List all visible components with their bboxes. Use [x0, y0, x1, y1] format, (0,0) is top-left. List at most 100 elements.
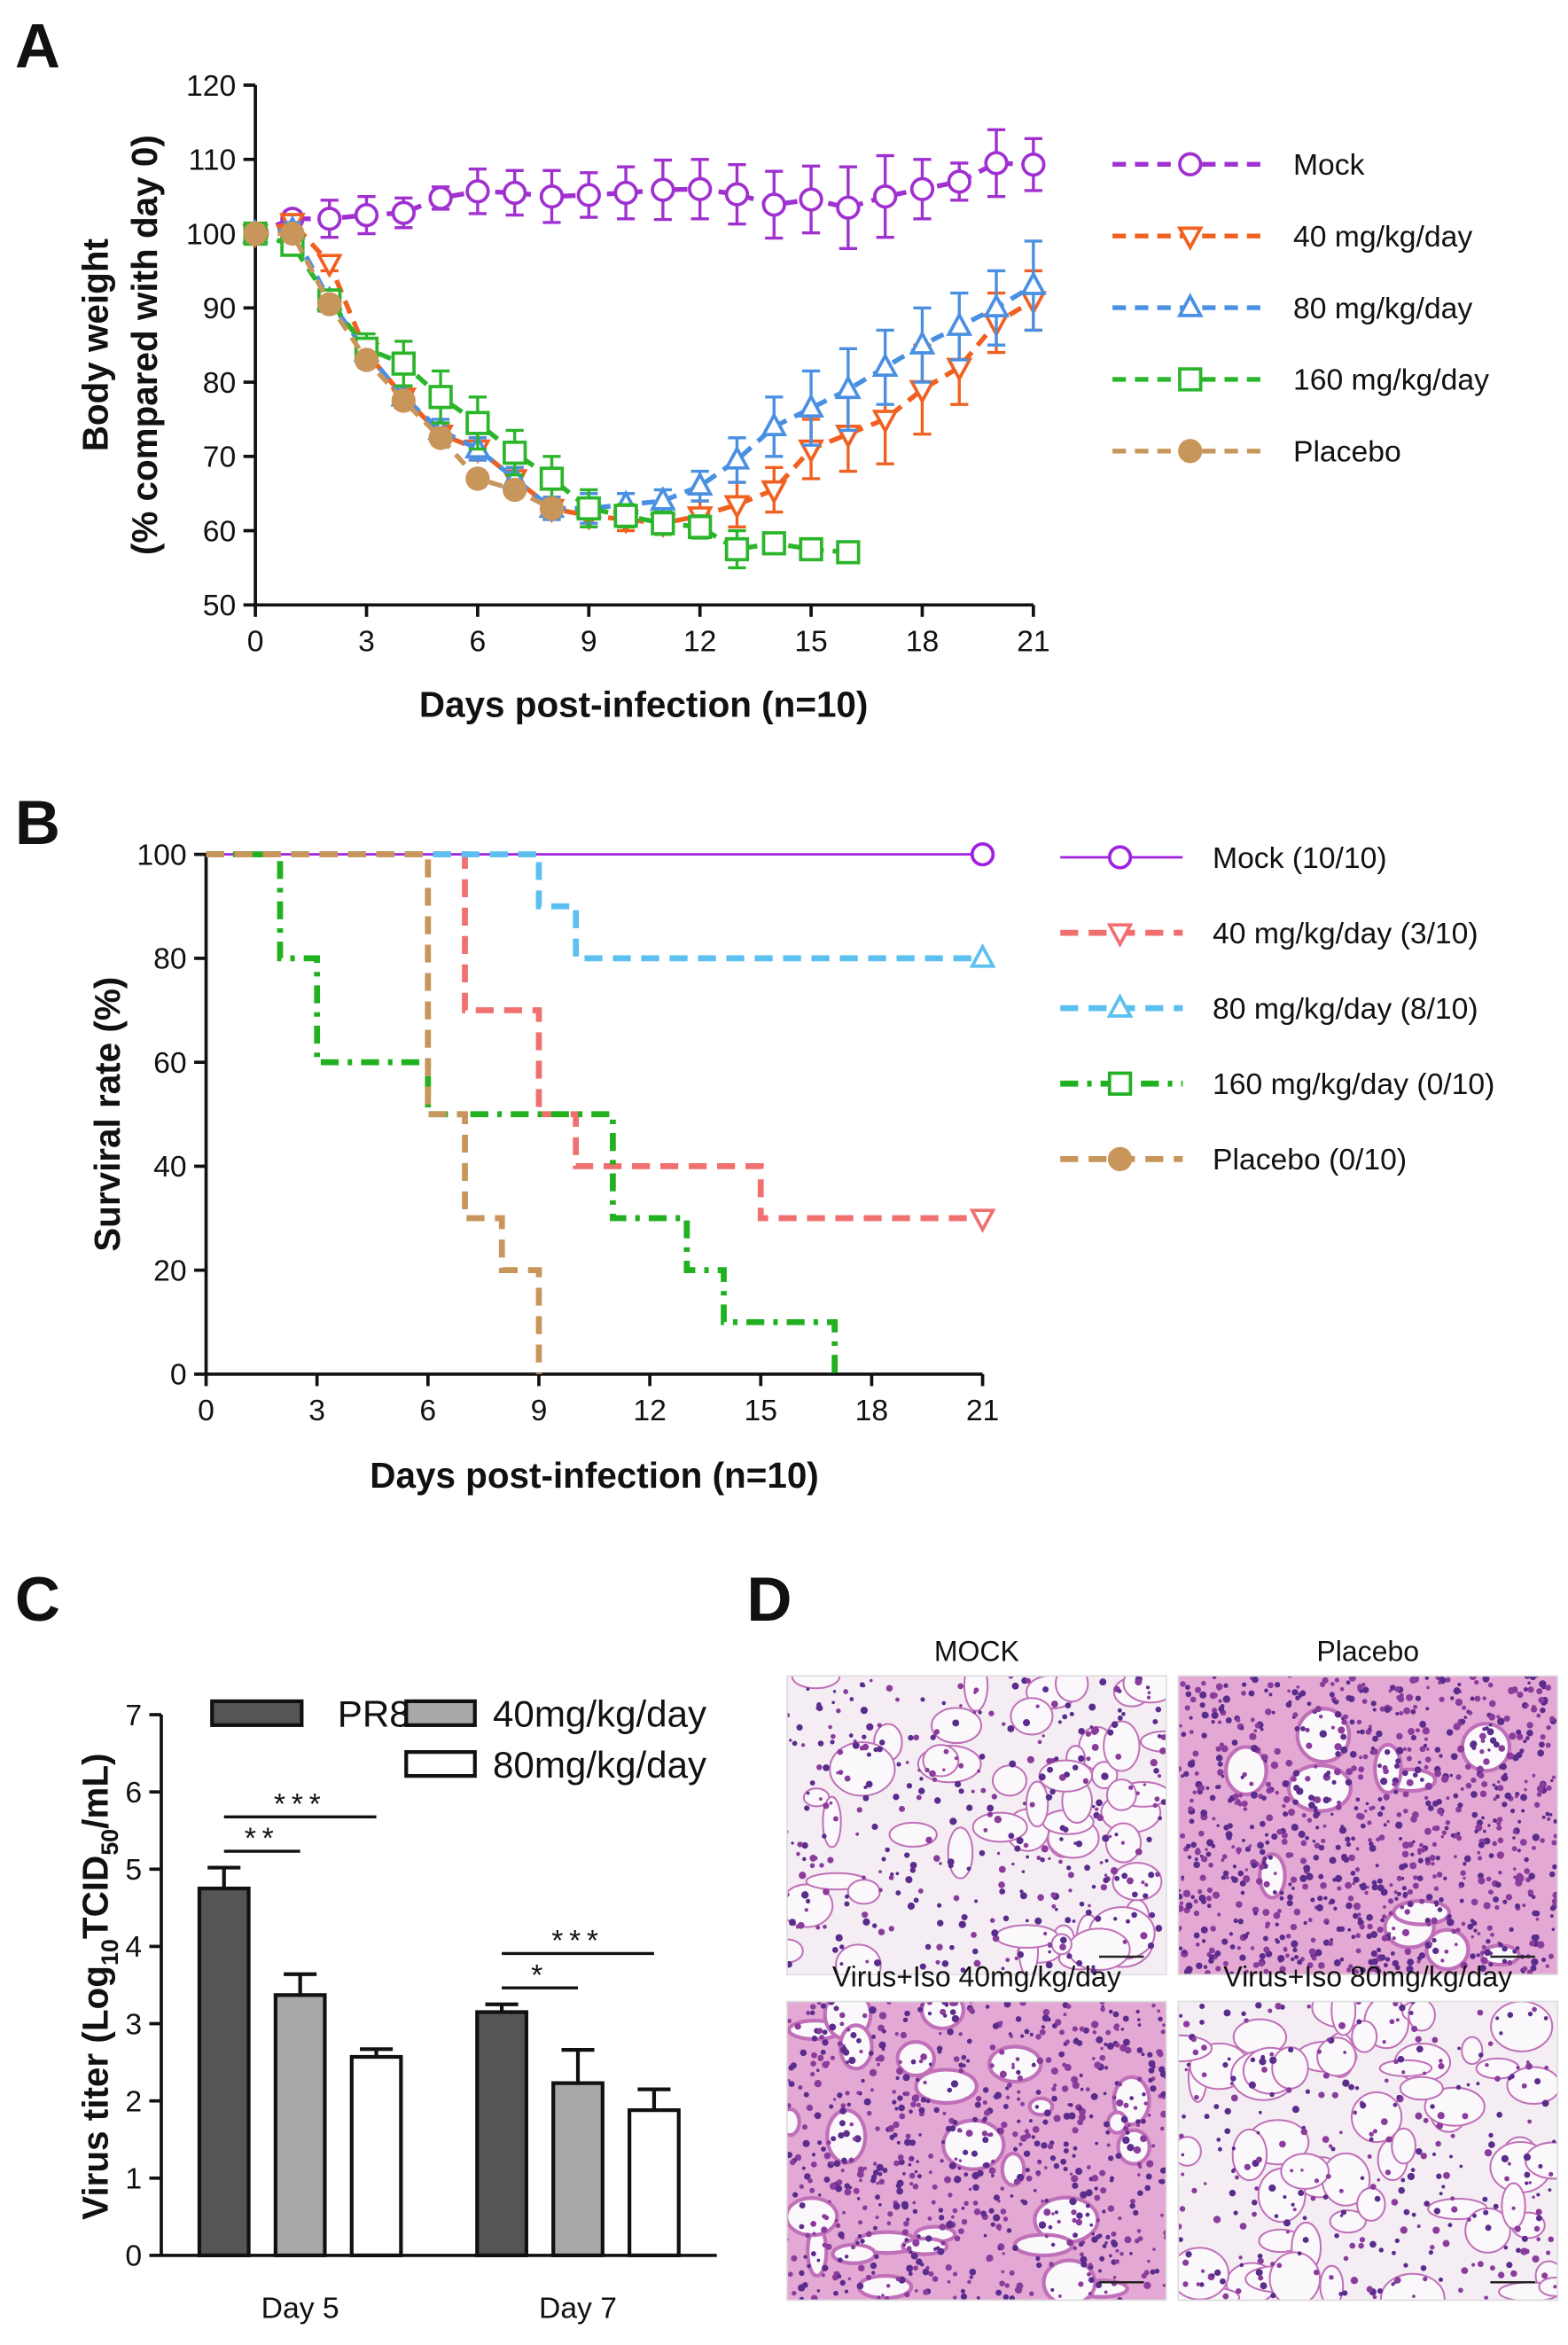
nucleus [1123, 2102, 1129, 2108]
nucleus [1279, 2140, 1286, 2148]
nucleus [1467, 1923, 1474, 1930]
nucleus [1313, 2269, 1320, 2276]
nucleus [1292, 1947, 1298, 1953]
nucleus [1193, 1861, 1200, 1869]
nucleus [1088, 1703, 1096, 1711]
nucleus [1492, 1783, 1496, 1787]
nucleus [1483, 1837, 1491, 1845]
alveolus [1356, 2186, 1386, 2222]
nucleus [987, 1811, 994, 1817]
nucleus [1099, 2255, 1105, 2262]
nucleus [1253, 1729, 1258, 1733]
nucleus [1509, 1732, 1517, 1740]
nucleus [1073, 2146, 1078, 2151]
nucleus [1098, 2269, 1103, 2273]
nucleus [1488, 2141, 1495, 2148]
nucleus [1043, 2109, 1051, 2117]
nucleus [1291, 1886, 1295, 1890]
nucleus [1190, 1696, 1197, 1703]
alveolus [831, 2242, 878, 2265]
nucleus [1058, 1859, 1063, 1864]
alveolus [1280, 2153, 1330, 2190]
nucleus [1196, 2282, 1201, 2286]
nucleus [1462, 2113, 1469, 2120]
nucleus [906, 2217, 910, 2222]
nucleus [1467, 2217, 1471, 2222]
nucleus [822, 2039, 829, 2046]
nucleus [1135, 1678, 1143, 1686]
marker [613, 180, 638, 206]
nucleus [838, 1770, 844, 1776]
x-tick-label: 15 [745, 1395, 777, 1427]
nucleus [1085, 2212, 1090, 2217]
nucleus [1302, 1883, 1308, 1890]
marker [1178, 152, 1203, 176]
nucleus [1216, 1784, 1221, 1789]
nucleus [1395, 1747, 1404, 1755]
nucleus [1536, 1688, 1543, 1695]
nucleus [927, 2216, 932, 2221]
nucleus [1085, 2189, 1093, 2197]
nucleus [1334, 1710, 1342, 1718]
nucleus [1393, 1789, 1399, 1794]
nucleus [1487, 1824, 1491, 1827]
nucleus [1482, 2196, 1488, 2202]
nucleus [1178, 2223, 1182, 2230]
y-tick-label: 50 [203, 590, 236, 622]
nucleus [1517, 1819, 1522, 1824]
error-bar [207, 1865, 241, 1889]
nucleus [1423, 1743, 1428, 1748]
nucleus [1314, 1949, 1322, 1957]
nucleus [1211, 1711, 1219, 1719]
alveolus [1122, 1676, 1166, 1704]
nucleus [1377, 1878, 1383, 1884]
y-tick-label: 4 [125, 1931, 142, 1964]
marker [761, 411, 788, 436]
nucleus [1041, 1845, 1049, 1853]
nucleus [858, 2220, 863, 2225]
nucleus [1201, 1680, 1206, 1686]
nucleus [1264, 1688, 1268, 1693]
nucleus [1345, 1836, 1351, 1842]
nucleus [902, 2171, 906, 2176]
nucleus [831, 2136, 837, 2142]
nucleus [1211, 2273, 1215, 2278]
nucleus [1221, 1857, 1225, 1863]
alveolus [991, 1764, 1028, 1797]
nucleus [1474, 1679, 1479, 1685]
nucleus [1299, 1857, 1307, 1864]
nucleus [1072, 2217, 1077, 2224]
nucleus [1179, 2133, 1184, 2139]
nucleus [1023, 1842, 1029, 1849]
nucleus [1026, 2175, 1033, 2182]
nucleus [1526, 1722, 1533, 1729]
nucleus [836, 2179, 843, 2185]
nucleus [912, 2183, 919, 2190]
legend-label: Placebo [1293, 436, 1401, 469]
nucleus [1291, 1776, 1297, 1782]
nucleus [1496, 2112, 1502, 2118]
nucleus [963, 2149, 969, 2155]
nucleus [1408, 2011, 1414, 2016]
nucleus [1258, 2110, 1262, 2114]
nucleus [1549, 1914, 1554, 1919]
nucleus [856, 2091, 861, 2095]
nucleus [979, 1849, 986, 1856]
nucleus [1355, 1933, 1361, 1939]
nucleus [1497, 1837, 1504, 1844]
nucleus [1477, 2009, 1484, 2016]
nucleus [1356, 2019, 1362, 2025]
nucleus [1129, 2096, 1135, 2100]
nucleus [1136, 2161, 1142, 2167]
nucleus [1387, 1898, 1394, 1904]
nucleus [1415, 1695, 1422, 1701]
nucleus [890, 1872, 894, 1877]
nucleus [1159, 1747, 1166, 1755]
nucleus [1366, 1914, 1373, 1921]
nucleus [1252, 1676, 1259, 1684]
nucleus [914, 2169, 918, 2174]
nucleus [849, 1697, 854, 1701]
nucleus [1043, 2208, 1051, 2216]
nucleus [792, 2192, 799, 2198]
nucleus [1392, 1936, 1396, 1941]
